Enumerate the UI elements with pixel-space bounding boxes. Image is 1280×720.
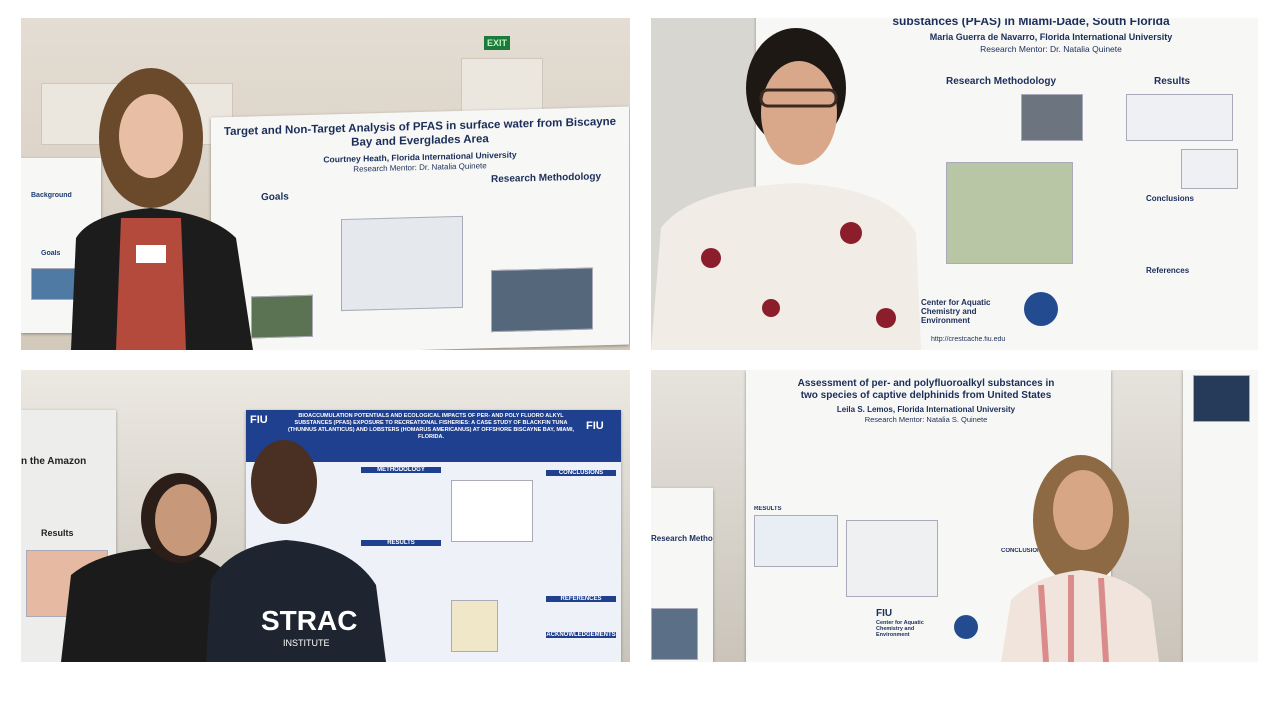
map-figure bbox=[946, 162, 1073, 264]
side-poster: Research Methodology bbox=[651, 488, 713, 662]
people: STRAC INSTITUTE bbox=[61, 440, 386, 662]
chart-figure bbox=[1126, 94, 1233, 141]
exit-sign: EXIT bbox=[484, 36, 510, 50]
figure bbox=[1193, 375, 1250, 422]
side-poster-title: n the Amazon bbox=[21, 456, 87, 467]
section-heading: RESULTS bbox=[754, 506, 782, 512]
chart-figure bbox=[451, 600, 498, 652]
chart-figure bbox=[846, 520, 938, 597]
section-heading: CONCLUSIONS bbox=[546, 470, 616, 476]
poster-author: Maria Guerra de Navarro, Florida Interna… bbox=[929, 32, 1173, 42]
poster-mentor: Research Mentor: Natalia S. Quinete bbox=[864, 415, 988, 424]
poster-url: http://crestcache.fiu.edu bbox=[931, 336, 1006, 343]
photo: EXIT Background Goals Target and Non-Tar… bbox=[21, 18, 630, 350]
chart-figure bbox=[1181, 149, 1238, 189]
poster-title: BIOACCUMULATION POTENTIALS AND ECOLOGICA… bbox=[287, 413, 575, 440]
photo: n the Amazon Results FIU FIU BIOACCUMULA… bbox=[21, 370, 630, 662]
person bbox=[1001, 455, 1159, 662]
shirt-text: INSTITUTE bbox=[283, 638, 330, 648]
photo: substances (PFAS) in Miami-Dade, South F… bbox=[651, 18, 1258, 350]
logo bbox=[954, 615, 978, 639]
person bbox=[651, 28, 921, 350]
logo bbox=[1024, 292, 1058, 326]
center-name: Center for Aquatic Chemistry and Environ… bbox=[921, 298, 991, 325]
section-heading: CONCLUSIONS bbox=[1001, 548, 1046, 554]
shirt-text: STRAC bbox=[261, 605, 357, 636]
figure bbox=[1021, 94, 1083, 141]
person bbox=[71, 68, 253, 350]
photo: Research Methodology Assessment of per- … bbox=[651, 370, 1258, 662]
logo-text: FIU bbox=[586, 420, 604, 432]
map-figure bbox=[754, 515, 838, 567]
figure bbox=[651, 608, 698, 660]
section-heading: Results bbox=[41, 528, 74, 538]
section-heading: Goals bbox=[41, 250, 61, 257]
section-heading: Research Methodology bbox=[651, 534, 713, 543]
side-poster bbox=[1183, 370, 1258, 662]
section-heading: METHODOLOGY bbox=[361, 467, 441, 473]
section-heading: References bbox=[1146, 266, 1190, 275]
section-heading: REFERENCES bbox=[546, 596, 616, 602]
section-heading: ACKNOWLEDGEMENTS bbox=[546, 632, 616, 638]
poster-author: Leila S. Lemos, Florida International Un… bbox=[836, 405, 1016, 414]
logo-text: FIU bbox=[250, 414, 268, 426]
poster-header bbox=[246, 410, 621, 462]
section-heading: Results bbox=[1154, 76, 1191, 87]
section-heading: RESULTS bbox=[361, 540, 441, 546]
center-name: Center for Aquatic Chemistry and Environ… bbox=[876, 620, 924, 638]
poster-title: Assessment of per- and polyfluoroalkyl s… bbox=[797, 378, 1055, 401]
section-heading: Background bbox=[31, 192, 72, 199]
poster-title: substances (PFAS) in Miami-Dade, South F… bbox=[892, 18, 1170, 28]
section-heading: Conclusions bbox=[1146, 194, 1195, 203]
logo-text: FIU bbox=[876, 608, 893, 619]
section-heading: Research Methodology bbox=[946, 76, 1057, 87]
poster-mentor: Research Mentor: Dr. Natalia Quinete bbox=[980, 44, 1122, 54]
chart-figure bbox=[451, 480, 533, 542]
